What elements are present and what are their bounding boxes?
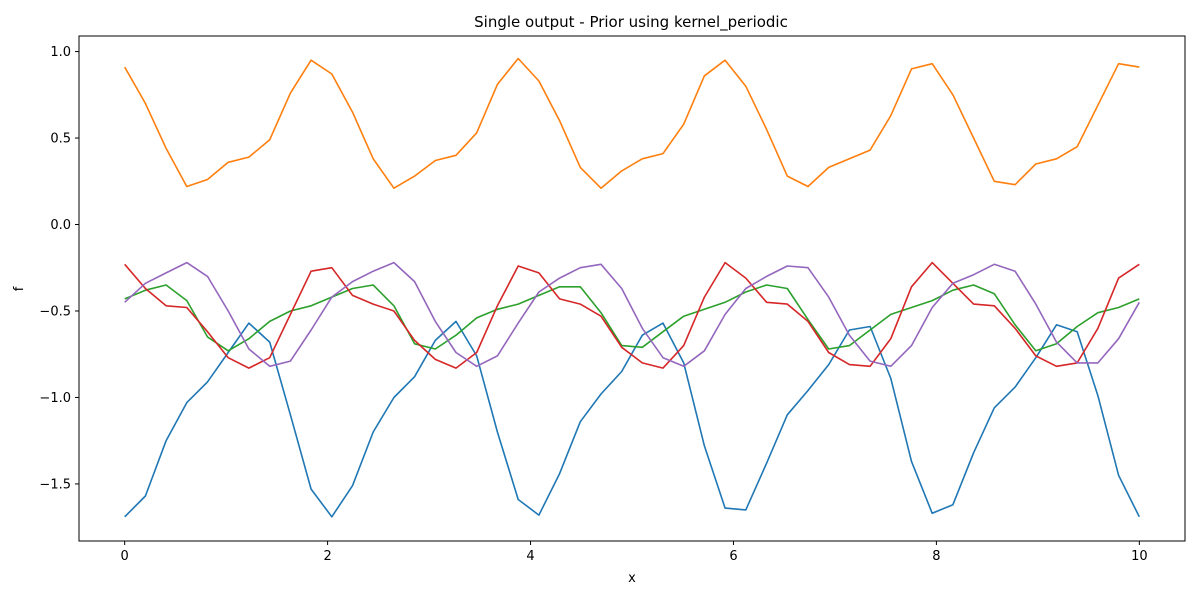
x-tick-label: 8 [932,549,940,564]
x-tick-label: 2 [323,549,331,564]
x-tick-label: 10 [1131,549,1148,564]
y-tick-label: 0.0 [50,218,71,233]
series-line-5 [124,261,1140,368]
plot-frame [78,35,1186,542]
y-tick-label: 1.0 [50,45,71,60]
chart-title: Single output - Prior using kernel_perio… [474,13,788,32]
y-axis: −1.5 −1.0 −0.5 0.0 0.5 1.0 [39,45,79,492]
y-tick-label: −1.5 [39,477,71,492]
series-line-3 [124,284,1140,352]
series-line-1 [124,320,1141,518]
y-tick-label: −0.5 [39,304,71,319]
x-axis: 0 2 4 6 8 10 [121,541,1148,564]
x-tick-label: 6 [729,549,737,564]
series-lines [124,57,1141,518]
y-tick-label: −1.0 [39,391,71,406]
series-line-2 [124,57,1140,189]
y-axis-label: f [12,286,27,291]
x-axis-label: x [628,571,636,586]
x-tick-label: 0 [121,549,129,564]
series-line-4 [124,261,1140,369]
y-tick-label: 0.5 [50,132,71,147]
x-tick-label: 4 [526,549,534,564]
